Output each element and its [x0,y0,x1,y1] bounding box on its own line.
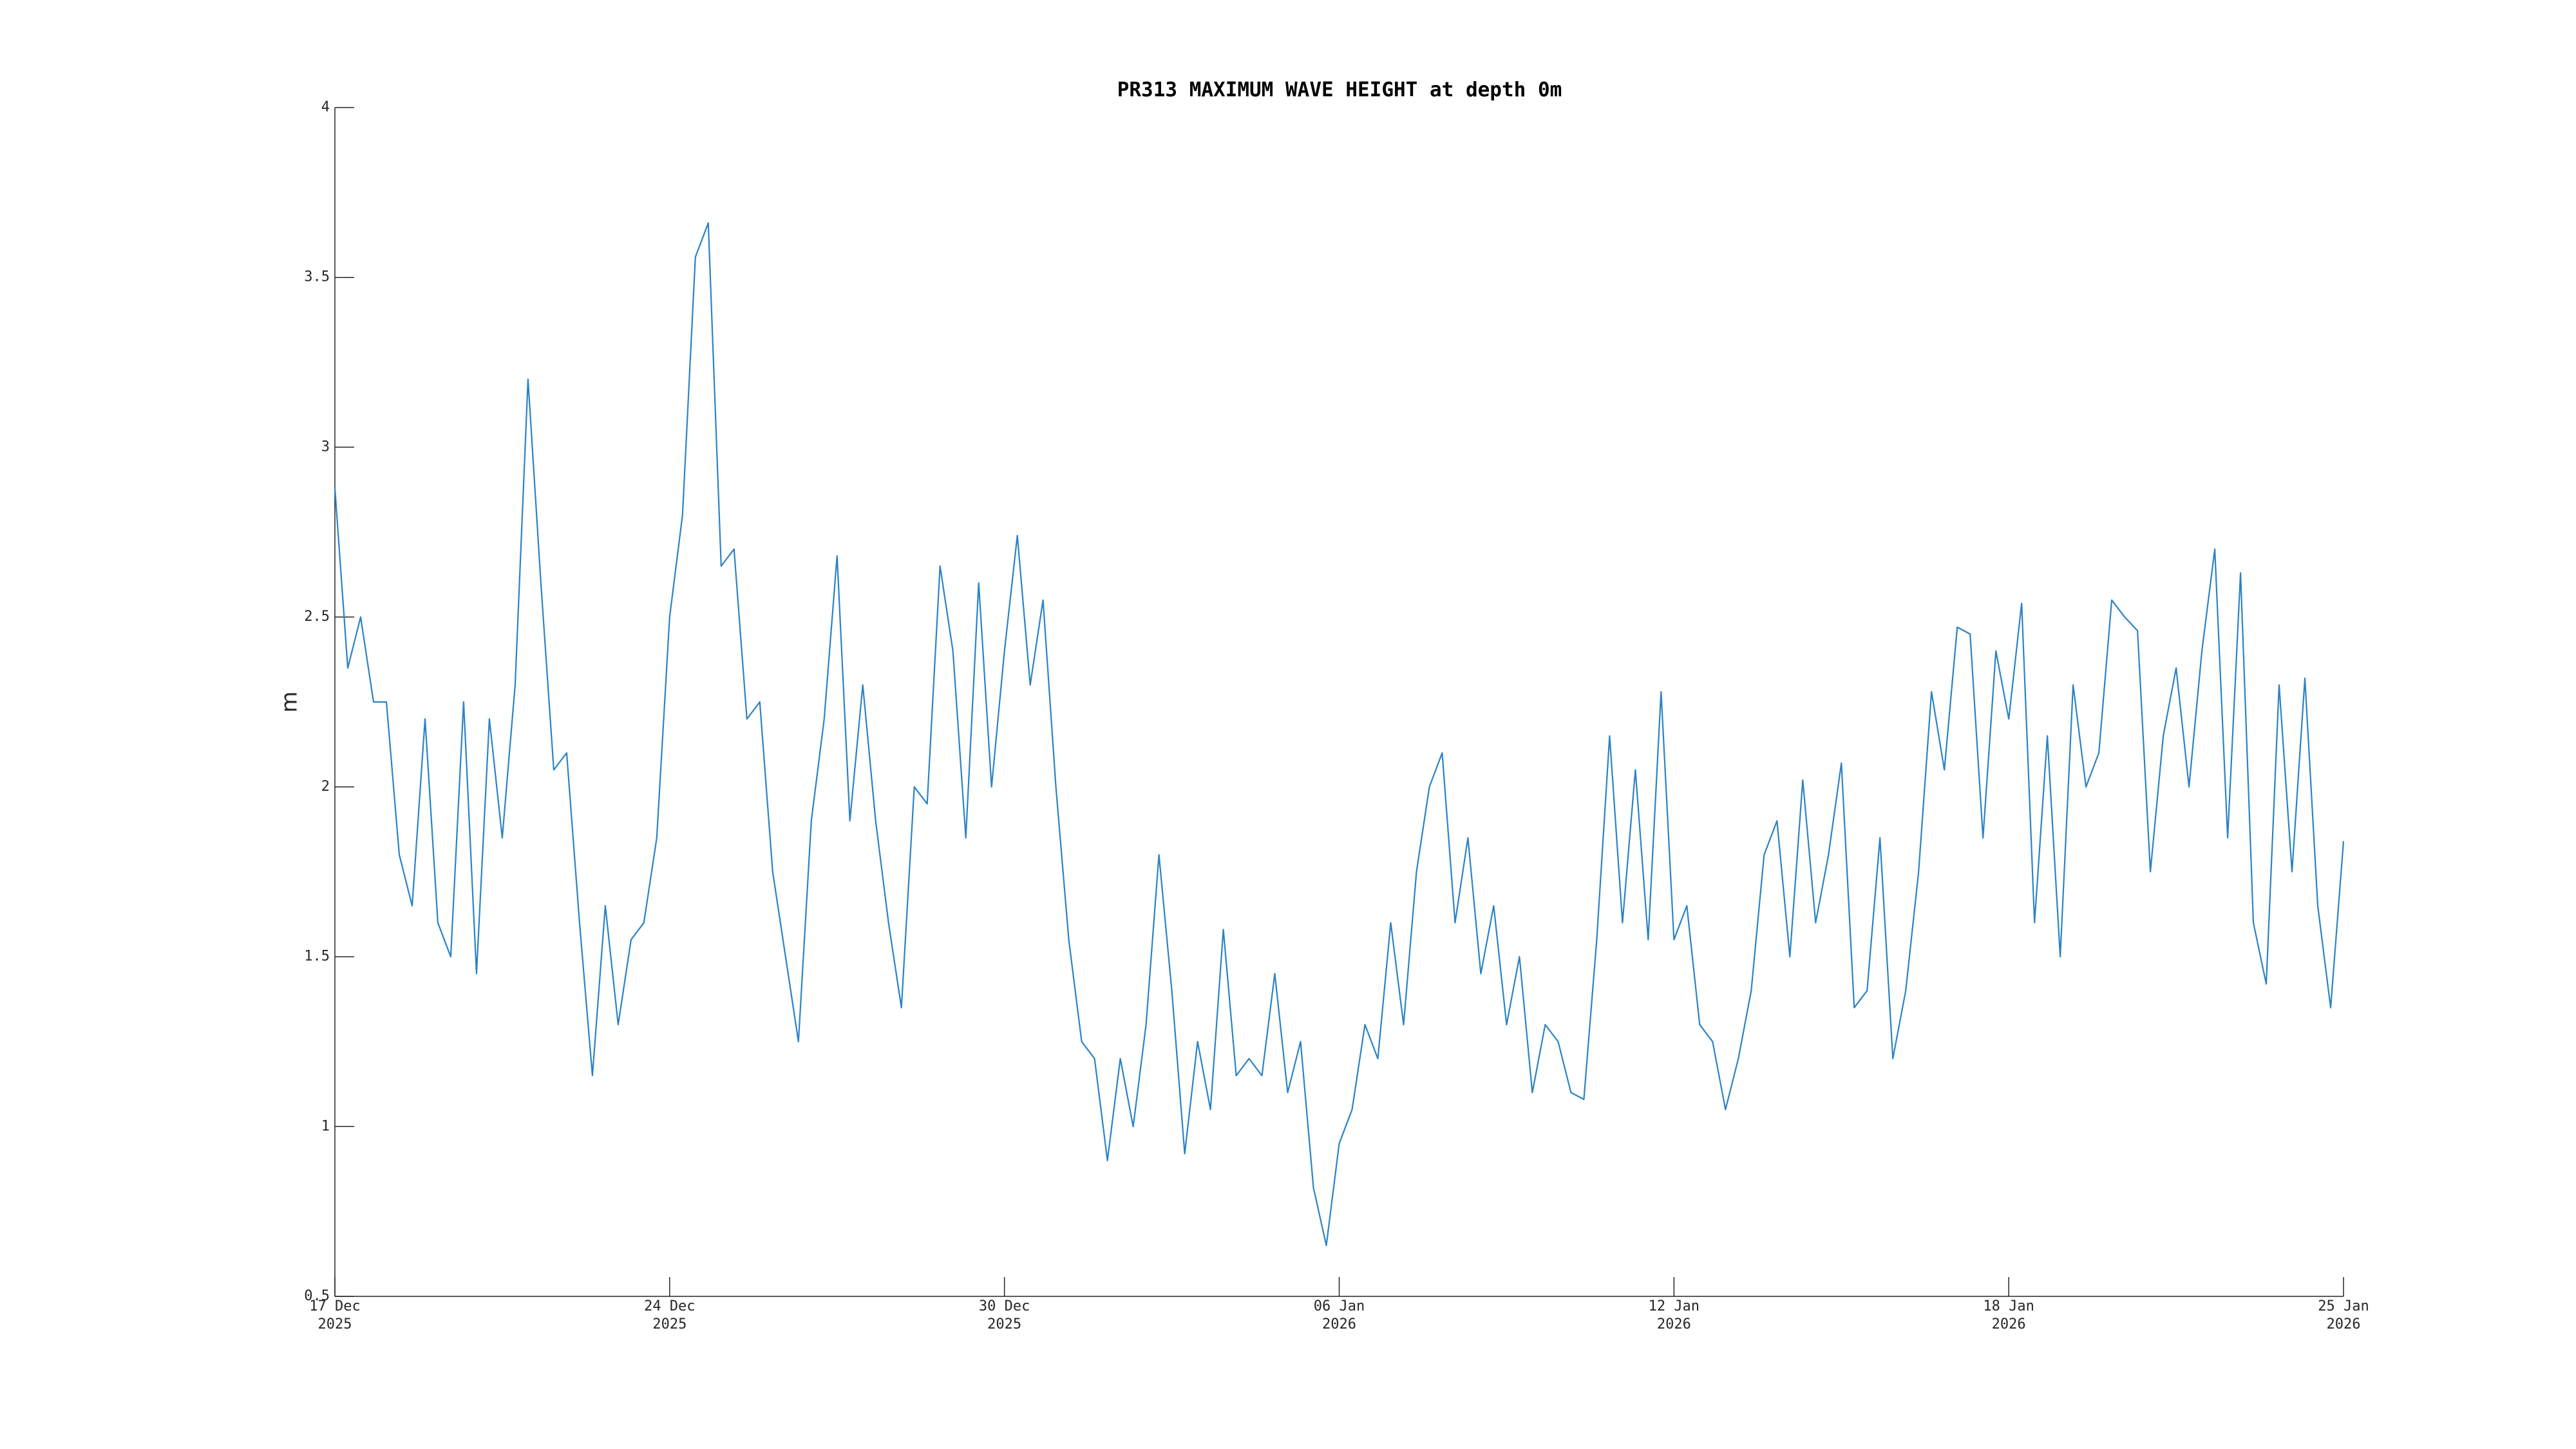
y-tick-label: 1.5 [304,949,330,965]
y-tick-label: 2.5 [304,609,330,625]
x-tick-label: 25 Jan 2026 [2318,1298,2369,1332]
y-tick-label: 2 [321,779,330,795]
x-tick-label: 17 Dec 2025 [309,1298,360,1332]
x-tick-label: 06 Jan 2026 [1314,1298,1365,1332]
data-line [334,222,2345,1246]
y-tick-label: 4 [321,99,330,115]
y-tick-label: 0.5 [304,1288,330,1304]
chart-title: PR313 MAXIMUM WAVE HEIGHT at depth 0m [1117,79,1562,102]
x-tick-label: 12 Jan 2026 [1649,1298,1700,1332]
x-tick-label: 30 Dec 2025 [979,1298,1030,1332]
x-tick-label: 18 Jan 2026 [1983,1298,2034,1332]
y-tick-label: 1 [321,1118,330,1134]
y-tick-label: 3 [321,439,330,455]
x-tick-label: 24 Dec 2025 [644,1298,695,1332]
y-axis-label: m [277,691,303,712]
y-tick-label: 3.5 [304,269,330,285]
